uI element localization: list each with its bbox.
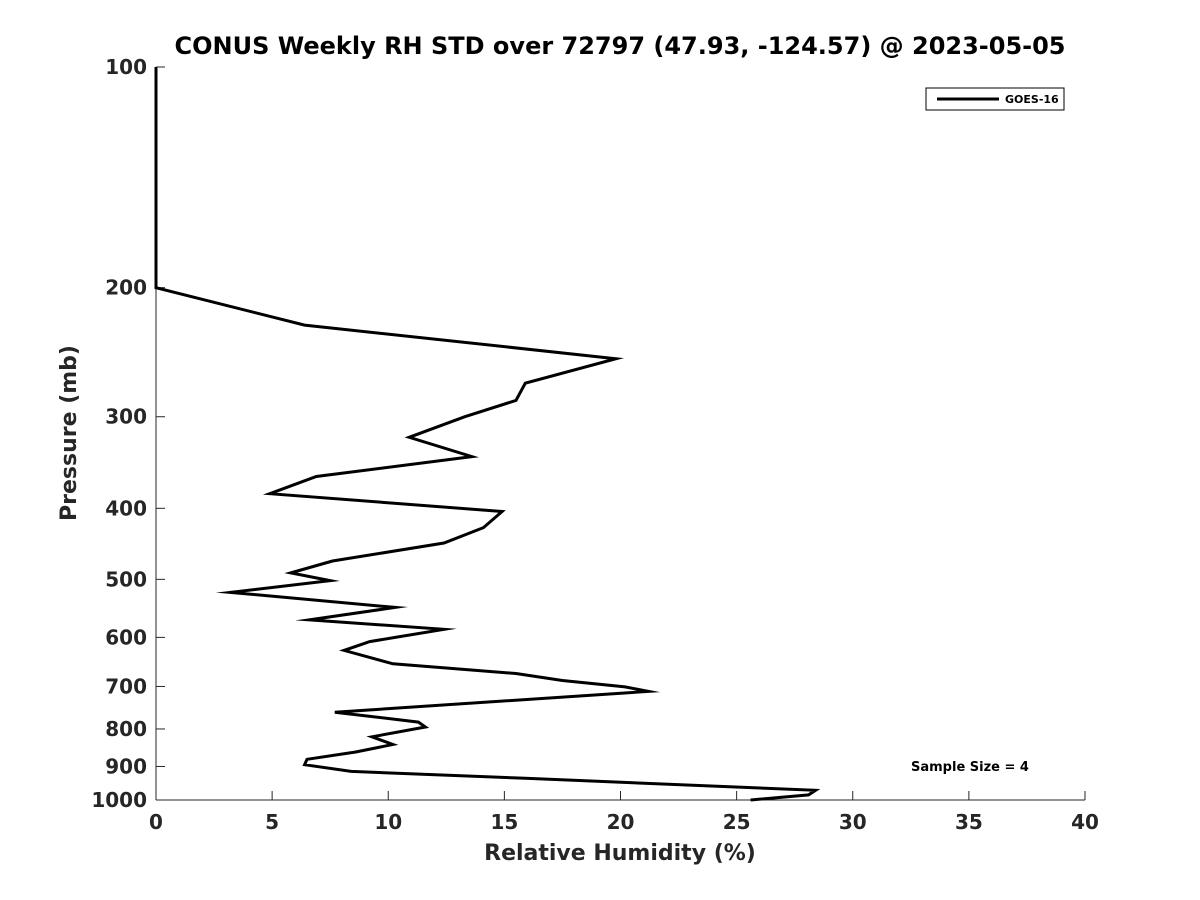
x-tick-label: 10 (374, 810, 402, 834)
y-tick-label: 200 (105, 276, 147, 300)
y-tick-label: 700 (105, 674, 147, 698)
y-tick-label: 900 (105, 754, 147, 778)
x-tick-label: 25 (723, 810, 751, 834)
y-tick-label: 1000 (91, 788, 147, 812)
x-tick-label: 5 (265, 810, 279, 834)
y-ticks: 100 200 300 400 500 600 700 800 900 1000 (91, 55, 165, 812)
x-tick-label: 35 (955, 810, 983, 834)
x-tick-label: 30 (839, 810, 867, 834)
y-axis-label: Pressure (mb) (57, 345, 82, 521)
x-tick-label: 20 (607, 810, 635, 834)
y-tick-label: 300 (105, 405, 147, 429)
y-tick-label: 400 (105, 496, 147, 520)
x-tick-label: 40 (1071, 810, 1099, 834)
legend-label-goes-16: GOES-16 (1005, 93, 1059, 106)
x-axis-label: Relative Humidity (%) (484, 841, 756, 866)
legend: GOES-16 (925, 87, 1065, 111)
x-tick-label: 0 (149, 810, 163, 834)
y-tick-label: 600 (105, 625, 147, 649)
x-ticks: 0 5 10 15 20 25 30 35 40 (149, 791, 1099, 834)
series-line-goes-16 (154, 67, 821, 802)
chart-title: CONUS Weekly RH STD over 72797 (47.93, -… (174, 32, 1065, 60)
y-tick-label: 800 (105, 717, 147, 741)
y-tick-label: 100 (105, 55, 147, 79)
series-group (154, 67, 821, 802)
y-tick-label: 500 (105, 567, 147, 591)
sample-size-annotation: Sample Size = 4 (911, 760, 1029, 775)
x-tick-label: 15 (490, 810, 518, 834)
